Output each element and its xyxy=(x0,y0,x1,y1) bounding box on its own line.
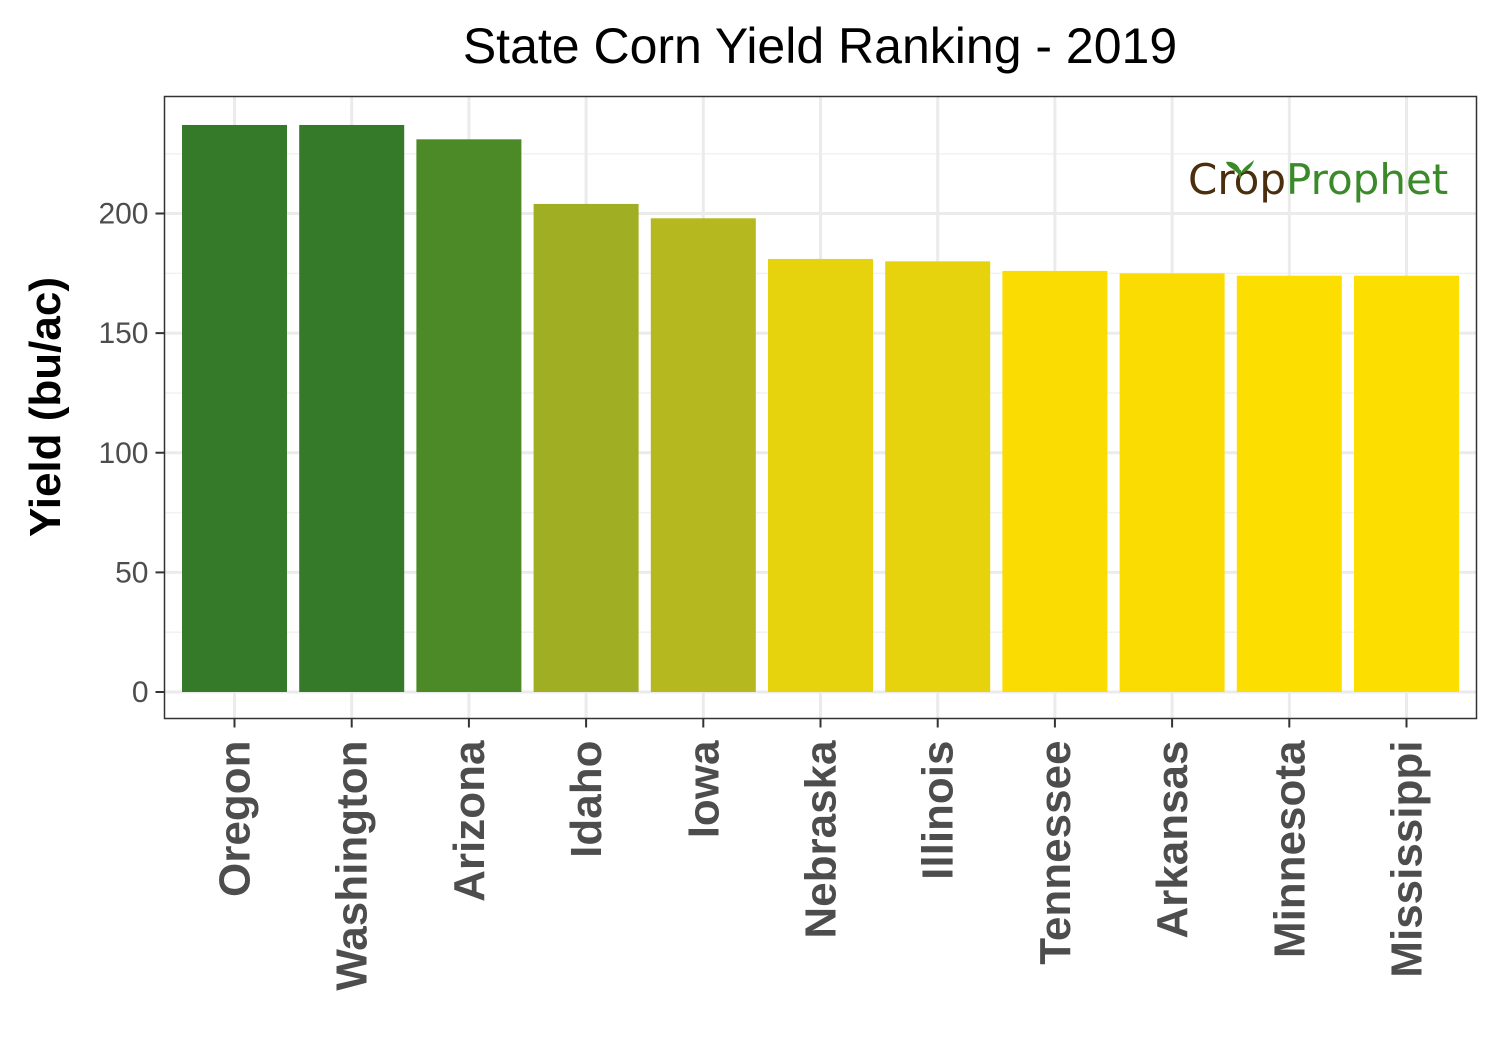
y-axis-label: Yield (bu/ac) xyxy=(21,277,70,537)
y-axis: 0 50 100 150 200 xyxy=(98,198,165,709)
y-tick-label: 0 xyxy=(132,676,149,709)
sprout-icon xyxy=(1226,160,1254,178)
x-tick-label: Nebraska xyxy=(797,740,846,939)
x-tick-label: Iowa xyxy=(679,740,728,838)
bar-mississippi xyxy=(1354,275,1459,692)
bars xyxy=(182,124,1459,693)
bar-minnesota xyxy=(1236,275,1342,692)
bar-washington xyxy=(299,124,405,693)
y-tick-label: 100 xyxy=(98,437,148,470)
x-tick-label: Arizona xyxy=(445,740,494,902)
x-tick-label: Illinois xyxy=(914,741,963,880)
x-tick-label: Arkansas xyxy=(1148,741,1197,939)
bar-idaho xyxy=(533,203,639,692)
bar-nebraska xyxy=(768,258,873,692)
logo-text-o: o xyxy=(1234,155,1260,204)
chart-title: State Corn Yield Ranking - 2019 xyxy=(463,18,1177,74)
svg-text:CropProphet: CropProphet xyxy=(1188,155,1448,204)
bar-arizona xyxy=(416,139,522,692)
bar-tennessee xyxy=(1002,270,1108,692)
y-tick-label: 200 xyxy=(98,198,148,231)
logo-text-p: p xyxy=(1259,155,1286,204)
bar-iowa xyxy=(650,218,756,692)
x-axis: Oregon Washington Arizona Idaho Iowa Nebraska… xyxy=(211,718,1432,991)
logo-text-prophet: Prophet xyxy=(1286,155,1448,204)
x-tick-label: Mississippi xyxy=(1383,741,1432,978)
x-tick-label: Minnesota xyxy=(1265,740,1314,958)
x-tick-label: Idaho xyxy=(562,741,611,858)
cropprophet-logo: CropProphet xyxy=(1188,155,1448,204)
bar-illinois xyxy=(885,261,991,692)
y-tick-label: 150 xyxy=(98,317,148,350)
y-tick-label: 50 xyxy=(115,556,148,589)
bar-arkansas xyxy=(1119,273,1225,692)
bar-oregon xyxy=(182,124,287,693)
x-tick-label: Washington xyxy=(328,741,377,991)
x-tick-label: Tennessee xyxy=(1031,741,1080,965)
x-tick-label: Oregon xyxy=(211,741,260,897)
